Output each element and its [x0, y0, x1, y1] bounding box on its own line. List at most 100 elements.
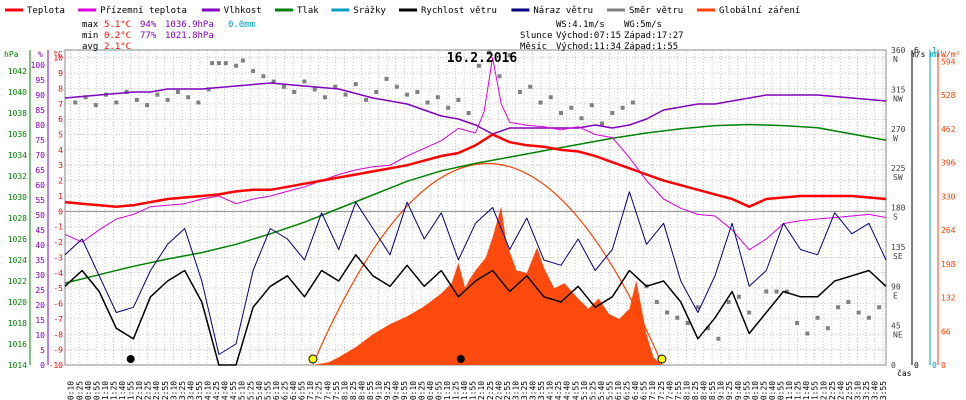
wind-direction-dot — [825, 326, 830, 331]
x-tick-label: 18:10 — [682, 381, 691, 400]
x-tick-label: 03:40 — [186, 381, 195, 400]
x-tick-label: 06:10 — [272, 381, 281, 400]
sun-path-arc — [312, 163, 663, 365]
wind-speed-tick-label: 6 — [914, 46, 919, 55]
humidity-tick-label: 65 — [35, 166, 45, 175]
x-tick-label: 21:25 — [794, 381, 803, 400]
humidity-tick-label: 35 — [35, 256, 45, 265]
x-tick-label: 10:25 — [417, 381, 426, 400]
wind-direction-dot — [466, 111, 471, 115]
solar-tick-label: 0 — [941, 361, 946, 370]
wind-direction-dot — [548, 95, 553, 100]
temperature-tick-label: -1 — [53, 223, 63, 232]
x-tick-label: 19:25 — [725, 381, 734, 400]
x-tick-label: 15:10 — [580, 381, 589, 400]
x-tick-label: 14:10 — [546, 381, 555, 400]
temperature-tick-label: 1 — [58, 192, 63, 201]
wind-direction-tick-label: 0 — [891, 361, 896, 370]
stat-min-temp: 0.2°C — [104, 31, 131, 41]
wind-direction-dot — [559, 111, 564, 115]
temperature-tick-label: -5 — [53, 284, 63, 293]
chart-header: 16.2.2016 — [447, 51, 518, 66]
sun-rise: Východ:07:15 — [556, 31, 621, 41]
temperature-tick-label: 7 — [58, 100, 63, 109]
legend-entry: Teplota — [27, 6, 65, 16]
temperature-tick-label: 0 — [58, 207, 63, 216]
series-wind — [64, 254, 887, 366]
solar-tick-label: 594 — [941, 57, 956, 66]
wind-direction-dot — [240, 58, 245, 63]
wind-direction-dot — [805, 331, 810, 336]
wind-direction-dot — [446, 105, 451, 110]
x-tick-label: 07:25 — [315, 381, 324, 400]
wind-direction-dot — [394, 84, 399, 89]
x-tick-label: 16:10 — [614, 381, 623, 400]
humidity-tick-label: 10 — [35, 331, 45, 340]
x-tick-label: 13:10 — [511, 381, 520, 400]
wind-speed-unit: m/s — [911, 50, 926, 59]
wind-direction-dot — [216, 61, 221, 66]
wind-direction-dot — [281, 84, 286, 89]
pressure-tick-label: 1022 — [8, 277, 27, 286]
x-tick-label: 05:10 — [238, 381, 247, 400]
stat-max-temp: 5.1°C — [104, 20, 131, 30]
x-tick-label: 02:10 — [135, 381, 144, 400]
temperature-tick-label: 10 — [53, 54, 63, 63]
x-tick-label: 03:25 — [178, 381, 187, 400]
x-tick-label: 02:55 — [161, 381, 170, 400]
wind-direction-dot — [856, 310, 861, 315]
wind-direction-dot — [538, 100, 543, 105]
humidity-tick-label: 50 — [35, 211, 45, 220]
x-tick-label: 13:40 — [529, 381, 538, 400]
wind-direction-dot — [726, 300, 731, 304]
temperature-tick-label: -3 — [53, 253, 63, 262]
x-tick-label: 11:25 — [452, 381, 461, 400]
x-tick-label: 17:40 — [665, 381, 674, 400]
legend-entry: Srážky — [353, 6, 386, 16]
x-tick-label: 04:10 — [204, 381, 213, 400]
series-dew — [64, 57, 887, 251]
solar-tick-label: 264 — [941, 226, 956, 235]
sun-marker — [657, 354, 667, 364]
pressure-tick-label: 1026 — [8, 235, 27, 244]
wind-direction-tick-label: S — [893, 213, 898, 222]
x-tick-label: 04:55 — [229, 381, 238, 400]
sun-marker — [308, 354, 318, 364]
series-solar — [313, 206, 662, 365]
wind-direction-dot — [196, 100, 201, 105]
x-tick-label: 12:10 — [477, 381, 486, 400]
x-tick-label: 13:25 — [520, 381, 529, 400]
x-tick-label: 10:40 — [426, 381, 435, 400]
humidity-tick-label: 45 — [35, 226, 45, 235]
temperature-tick-label: -2 — [53, 238, 63, 247]
x-tick-label: 18:40 — [700, 381, 709, 400]
wind-direction-dot — [476, 63, 481, 68]
wind-direction-dot — [600, 121, 605, 126]
temperature-tick-label: 6 — [58, 115, 63, 124]
humidity-tick-label: 30 — [35, 271, 45, 280]
x-tick-label: 04:40 — [221, 381, 230, 400]
wind-direction-tick-label: N — [893, 55, 898, 64]
x-tick-label: 09:55 — [400, 381, 409, 400]
series-layer — [64, 50, 887, 366]
x-tick-label: 14:55 — [571, 381, 580, 400]
x-tick-label: 00:55 — [92, 381, 101, 400]
humidity-tick-label: 40 — [35, 241, 45, 250]
humidity-tick-label: 90 — [35, 91, 45, 100]
wind-direction-dot — [836, 305, 841, 310]
temperature-tick-label: 5 — [58, 131, 63, 140]
x-tick-label: 08:40 — [357, 381, 366, 400]
wind-direction-tick-label: 270 — [891, 125, 906, 134]
pressure-tick-label: 1020 — [8, 298, 27, 307]
stat-min-hum: 77% — [140, 31, 157, 41]
temperature-tick-label: -6 — [53, 300, 63, 309]
moon-label: Měsíc — [520, 42, 547, 52]
x-tick-label: 01:25 — [109, 381, 118, 400]
legend-entry: Směr větru — [629, 6, 683, 16]
x-tick-label: 19:10 — [717, 381, 726, 400]
x-tick-label: 05:40 — [255, 381, 264, 400]
stat-label: max — [82, 20, 99, 30]
x-tick-label: 12:40 — [494, 381, 503, 400]
x-tick-label: 00:40 — [84, 381, 93, 400]
wind-direction-dot — [251, 69, 256, 73]
